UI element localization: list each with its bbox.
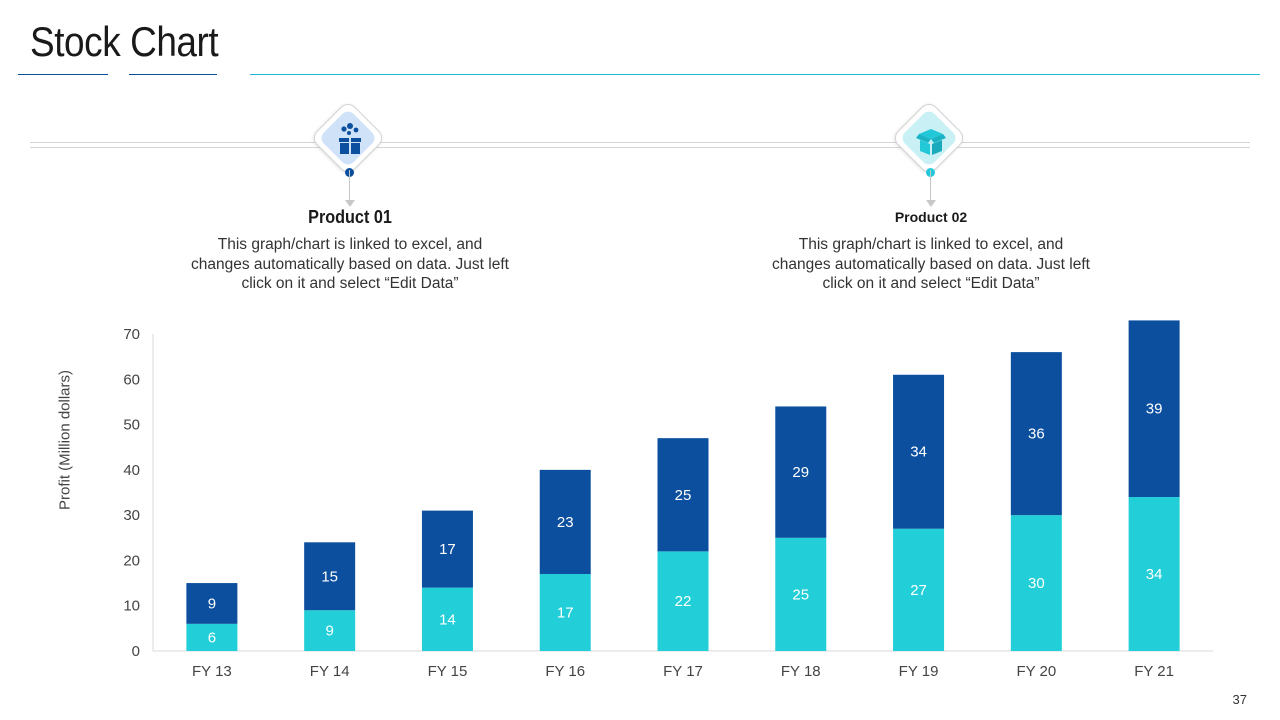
gifts-box-icon <box>339 123 361 154</box>
bar-product-01 <box>186 583 238 624</box>
timeline-line <box>30 142 1250 148</box>
product-02-title: Product 02 <box>894 209 968 225</box>
y-tick-label: 60 <box>123 371 140 388</box>
x-tick-label: FY 20 <box>1016 663 1056 680</box>
bar-product-02 <box>657 551 709 651</box>
title-underline-right <box>250 74 1260 75</box>
bar-product-01 <box>1010 352 1062 516</box>
page-number: 37 <box>1232 692 1247 707</box>
data-label: 17 <box>557 605 574 622</box>
data-label: 17 <box>439 541 456 558</box>
data-label: 34 <box>1146 566 1163 583</box>
data-label: 6 <box>208 629 216 646</box>
data-label: 9 <box>325 623 333 640</box>
x-tick-label: FY 15 <box>428 663 468 680</box>
y-tick-label: 0 <box>132 643 140 660</box>
data-label: 34 <box>910 444 927 461</box>
data-label: 22 <box>675 593 692 610</box>
x-tick-label: FY 18 <box>781 663 821 680</box>
title-underline-left <box>18 74 108 75</box>
bar-product-01 <box>304 542 356 611</box>
data-label: 14 <box>439 611 456 628</box>
bar-product-02 <box>893 528 945 651</box>
product-01-title: Product 01 <box>308 207 392 227</box>
y-tick-label: 20 <box>123 552 140 569</box>
bar-product-02 <box>186 623 238 651</box>
bar-product-02 <box>775 537 827 651</box>
bar-product-02 <box>421 587 473 651</box>
y-tick-label: 30 <box>123 507 140 524</box>
data-label: 39 <box>1146 401 1163 418</box>
data-label: 9 <box>208 595 216 612</box>
data-label: 27 <box>910 582 927 599</box>
product-02-marker <box>871 99 991 218</box>
data-label: 29 <box>792 464 809 481</box>
y-tick-label: 10 <box>123 598 140 615</box>
bar-product-01 <box>539 469 591 575</box>
bar-product-01 <box>775 406 827 538</box>
bar-product-02 <box>1128 497 1180 651</box>
data-label: 23 <box>557 514 574 531</box>
open-box-icon <box>916 129 946 155</box>
data-label: 15 <box>321 568 338 585</box>
bar-product-01 <box>421 510 473 588</box>
x-tick-label: FY 14 <box>310 663 350 680</box>
product-01-description: This graph/chart is linked to excel, and… <box>191 236 509 292</box>
x-tick-label: FY 17 <box>663 663 703 680</box>
bar-product-01 <box>1128 320 1180 498</box>
x-tick-label: FY 16 <box>545 663 585 680</box>
bar-product-01 <box>657 438 709 552</box>
title-underline-mid <box>129 74 217 75</box>
data-label: 25 <box>675 487 692 504</box>
x-tick-label: FY 19 <box>899 663 939 680</box>
bar-product-02 <box>304 610 356 651</box>
bar-product-02 <box>1010 515 1062 651</box>
page-title: Stock Chart <box>30 18 219 65</box>
y-tick-label: 50 <box>123 417 140 434</box>
bar-product-01 <box>893 374 945 529</box>
x-tick-label: FY 13 <box>192 663 232 680</box>
data-label: 25 <box>792 586 809 603</box>
bar-product-02 <box>539 574 591 651</box>
y-tick-label: 40 <box>123 462 140 479</box>
x-tick-label: FY 21 <box>1134 663 1174 680</box>
product-01-marker <box>290 99 410 218</box>
product-02-description: This graph/chart is linked to excel, and… <box>772 236 1090 292</box>
data-label: 30 <box>1028 575 1045 592</box>
data-label: 36 <box>1028 426 1045 443</box>
y-tick-label: 70 <box>123 326 140 343</box>
